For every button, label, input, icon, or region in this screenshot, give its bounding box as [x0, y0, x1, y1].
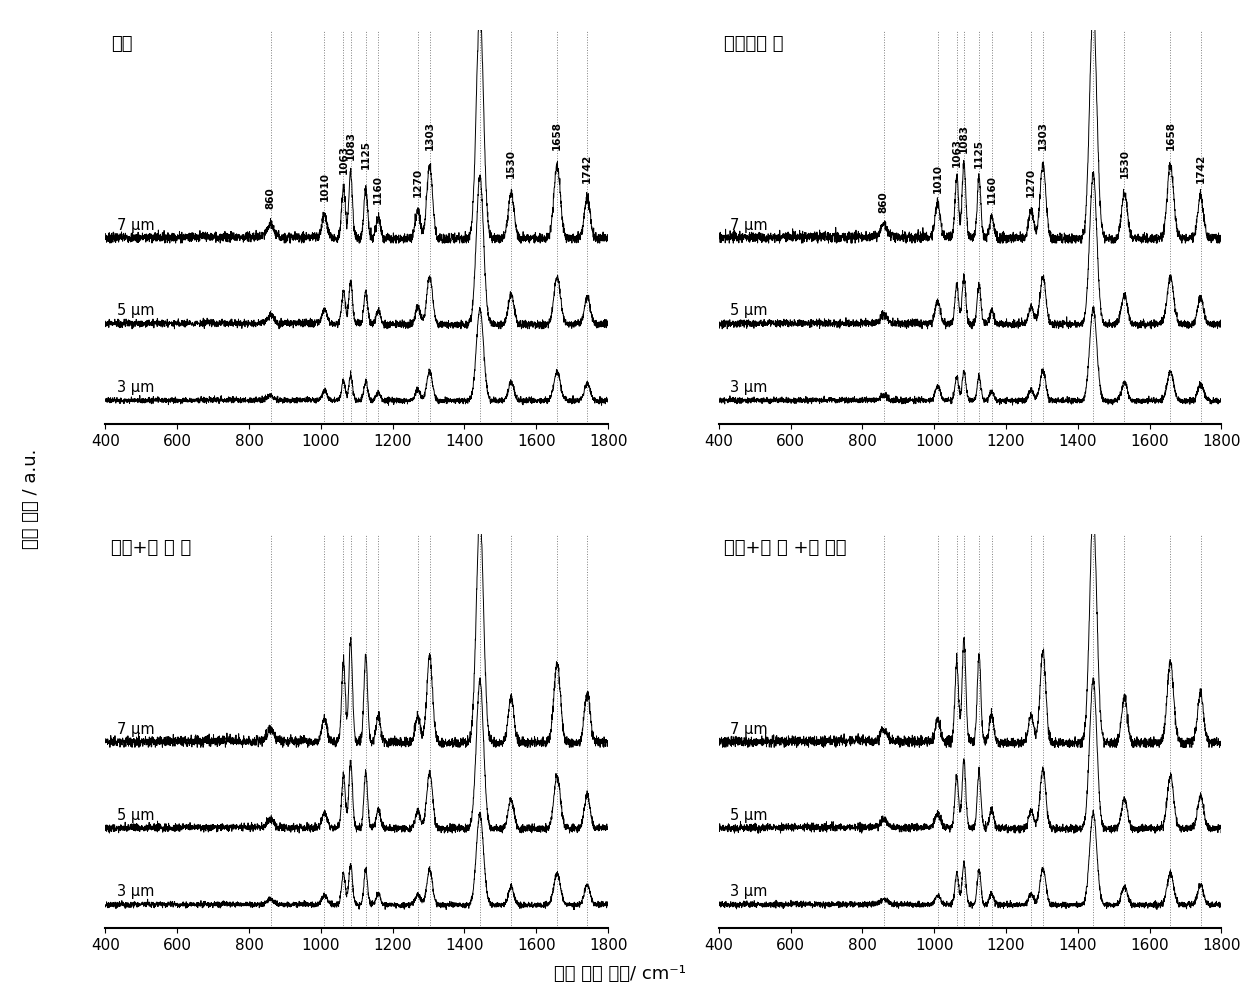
Text: 5 μm: 5 μm [117, 303, 155, 318]
Text: 1530: 1530 [1120, 150, 1130, 179]
Text: 1083: 1083 [959, 124, 968, 153]
Text: 7 μm: 7 μm [117, 722, 155, 737]
Text: 5 μm: 5 μm [730, 807, 768, 822]
Text: 3 μm: 3 μm [117, 380, 154, 395]
Text: 1742: 1742 [1195, 154, 1205, 183]
Text: 1160: 1160 [373, 175, 383, 204]
Text: 1742: 1742 [583, 154, 593, 183]
Text: 拉曼 光谱 波长/ cm⁻¹: 拉曼 光谱 波长/ cm⁻¹ [554, 965, 686, 983]
Text: 相对 丰度 / a.u.: 相对 丰度 / a.u. [22, 449, 40, 549]
Text: 3 μm: 3 μm [117, 884, 154, 899]
Text: 3 μm: 3 μm [730, 380, 768, 395]
Text: 7 μm: 7 μm [730, 218, 768, 233]
Text: 5 μm: 5 μm [117, 807, 155, 822]
Text: 1658: 1658 [552, 122, 562, 151]
Text: 1160: 1160 [987, 175, 997, 204]
Text: 1010: 1010 [932, 164, 942, 193]
Text: 1270: 1270 [413, 168, 423, 197]
Text: 7 μm: 7 μm [117, 218, 155, 233]
Text: 1010: 1010 [320, 173, 330, 202]
Text: 巴氏+均 质 乳: 巴氏+均 质 乳 [110, 539, 191, 557]
Text: 7 μm: 7 μm [730, 722, 768, 737]
Text: 1063: 1063 [952, 138, 962, 167]
Text: 1125: 1125 [975, 139, 985, 168]
Text: 5 μm: 5 μm [730, 303, 768, 318]
Text: 1063: 1063 [339, 145, 348, 174]
Text: 3 μm: 3 μm [730, 884, 768, 899]
Text: 巴氏杀菌 乳: 巴氏杀菌 乳 [724, 35, 784, 53]
Text: 巴氏+均 质 +唷 雾乳: 巴氏+均 质 +唷 雾乳 [724, 539, 847, 557]
Text: 1083: 1083 [346, 131, 356, 160]
Text: 860: 860 [265, 188, 275, 210]
Text: 860: 860 [879, 192, 889, 213]
Text: 1270: 1270 [1025, 168, 1037, 197]
Text: 1303: 1303 [1038, 122, 1048, 151]
Text: 1125: 1125 [361, 140, 371, 169]
Text: 生乳: 生乳 [110, 35, 133, 53]
Text: 1530: 1530 [506, 150, 516, 179]
Text: 1303: 1303 [424, 122, 435, 151]
Text: 1658: 1658 [1166, 122, 1176, 151]
